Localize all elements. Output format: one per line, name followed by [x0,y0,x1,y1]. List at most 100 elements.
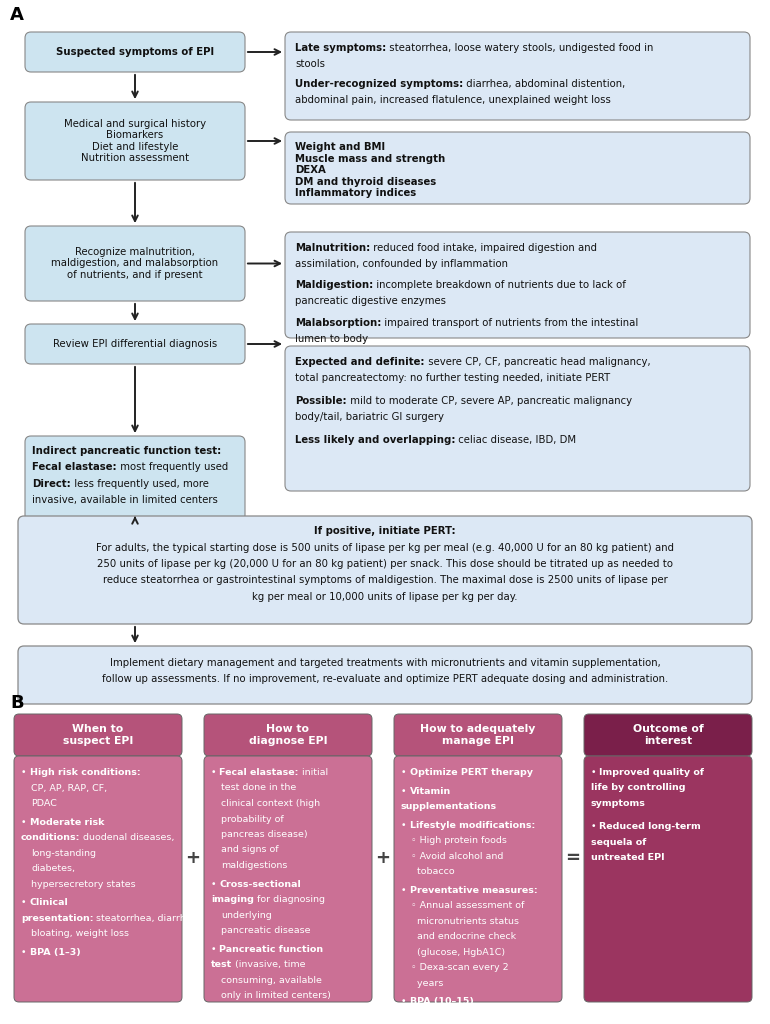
Text: BPA (4–9): BPA (4–9) [219,1010,270,1019]
FancyBboxPatch shape [25,32,245,72]
Text: symptoms: symptoms [591,799,646,808]
Text: =: = [565,849,581,867]
Text: assimilation, confounded by inflammation: assimilation, confounded by inflammation [295,259,508,269]
Text: High risk conditions:: High risk conditions: [29,768,140,777]
Text: steatorrhea, diarrhea,: steatorrhea, diarrhea, [93,913,201,923]
Text: micronutrients status: micronutrients status [411,916,519,926]
Text: Possible:: Possible: [295,396,346,406]
Text: Preventative measures:: Preventative measures: [410,886,537,895]
FancyBboxPatch shape [394,714,562,756]
Text: Malabsorption:: Malabsorption: [295,317,381,328]
FancyBboxPatch shape [14,756,182,1002]
Text: BPA (1–3): BPA (1–3) [29,948,80,956]
Text: Suspected symptoms of EPI: Suspected symptoms of EPI [56,47,214,57]
Text: pancreatic disease: pancreatic disease [221,926,310,935]
Text: sequela of: sequela of [591,838,646,847]
Text: only in limited centers): only in limited centers) [221,991,331,1000]
Text: •: • [211,1010,219,1019]
Text: Lifestyle modifications:: Lifestyle modifications: [410,820,534,829]
Text: mild to moderate CP, severe AP, pancreatic malignancy: mild to moderate CP, severe AP, pancreat… [346,396,631,406]
Text: Implement dietary management and targeted treatments with micronutrients and vit: Implement dietary management and targete… [109,658,661,668]
Text: +: + [376,849,390,867]
Text: A: A [10,6,24,24]
Text: and signs of: and signs of [221,846,279,854]
Text: Improved quality of: Improved quality of [600,768,705,777]
FancyBboxPatch shape [285,232,750,338]
Text: maldigestions: maldigestions [221,861,287,870]
Text: Fecal elastase:: Fecal elastase: [219,768,299,777]
Text: pancreas disease): pancreas disease) [221,830,308,839]
Text: Malnutrition:: Malnutrition: [295,243,370,253]
Text: •: • [21,817,29,826]
Text: long-standing: long-standing [31,849,96,858]
Text: steatorrhea, loose watery stools, undigested food in: steatorrhea, loose watery stools, undige… [387,43,654,53]
FancyBboxPatch shape [285,132,750,204]
Text: Review EPI differential diagnosis: Review EPI differential diagnosis [53,339,217,349]
FancyBboxPatch shape [285,32,750,120]
Text: consuming, available: consuming, available [221,976,322,985]
Text: Cross-sectional: Cross-sectional [219,880,301,889]
Text: Maldigestion:: Maldigestion: [295,281,373,290]
Text: PDAC: PDAC [31,799,57,808]
Text: •: • [591,822,600,831]
Text: Vitamin: Vitamin [410,786,450,796]
Text: •: • [211,945,219,953]
Text: and endocrine check: and endocrine check [411,932,516,941]
Text: Reduced long-term: Reduced long-term [600,822,701,831]
Text: kg per meal or 10,000 units of lipase per kg per day.: kg per meal or 10,000 units of lipase pe… [253,592,517,601]
Text: test done in the: test done in the [221,783,296,793]
Text: most frequently used: most frequently used [116,463,228,472]
Text: Pancreatic function: Pancreatic function [219,945,323,953]
Text: severe CP, CF, pancreatic head malignancy,: severe CP, CF, pancreatic head malignanc… [424,357,650,367]
Text: CP, AP, RAP, CF,: CP, AP, RAP, CF, [31,783,107,793]
Text: For adults, the typical starting dose is 500 units of lipase per kg per meal (e.: For adults, the typical starting dose is… [96,543,674,553]
Text: abdominal pain, increased flatulence, unexplained weight loss: abdominal pain, increased flatulence, un… [295,95,611,104]
Text: reduced food intake, impaired digestion and: reduced food intake, impaired digestion … [370,243,598,253]
Text: •: • [401,786,410,796]
Text: Less likely and overlapping:: Less likely and overlapping: [295,435,456,444]
Text: body/tail, bariatric GI surgery: body/tail, bariatric GI surgery [295,412,444,422]
Text: hypersecretory states: hypersecretory states [31,880,136,889]
Text: pancreatic digestive enzymes: pancreatic digestive enzymes [295,297,446,306]
Text: for diagnosing: for diagnosing [254,895,325,904]
Text: How to adequately
manage EPI: How to adequately manage EPI [420,724,536,745]
FancyBboxPatch shape [584,756,752,1002]
Text: •: • [211,768,219,777]
Text: tobacco: tobacco [411,867,454,877]
Text: clinical context (high: clinical context (high [221,799,320,808]
Text: +: + [186,849,200,867]
Text: Outcome of
interest: Outcome of interest [633,724,703,745]
FancyBboxPatch shape [14,714,182,756]
Text: conditions:: conditions: [21,834,80,842]
Text: Clinical: Clinical [29,898,69,907]
FancyBboxPatch shape [18,516,752,624]
Text: life by controlling: life by controlling [591,783,685,793]
FancyBboxPatch shape [285,346,750,490]
Text: Late symptoms:: Late symptoms: [295,43,387,53]
Text: When to
suspect EPI: When to suspect EPI [63,724,133,745]
FancyBboxPatch shape [25,226,245,301]
Text: probability of: probability of [221,814,284,823]
Text: supplementations: supplementations [401,802,497,811]
Text: stools: stools [295,59,325,70]
Text: •: • [21,948,29,956]
Text: 250 units of lipase per kg (20,000 U for an 80 kg patient) per snack. This dose : 250 units of lipase per kg (20,000 U for… [97,559,673,569]
FancyBboxPatch shape [18,646,752,705]
Text: presentation:: presentation: [21,913,93,923]
Text: untreated EPI: untreated EPI [591,853,665,862]
Text: How to
diagnose EPI: How to diagnose EPI [249,724,327,745]
Text: •: • [591,768,600,777]
FancyBboxPatch shape [25,436,245,521]
Text: •: • [211,880,219,889]
Text: ◦ High protein foods: ◦ High protein foods [411,837,507,845]
Text: •: • [401,768,410,777]
Text: Medical and surgical history
Biomarkers
Diet and lifestyle
Nutrition assessment: Medical and surgical history Biomarkers … [64,119,206,164]
Text: diarrhea, abdominal distention,: diarrhea, abdominal distention, [464,79,625,89]
Text: Direct:: Direct: [32,479,71,489]
Text: reduce steatorrhea or gastrointestinal symptoms of maldigestion. The maximal dos: reduce steatorrhea or gastrointestinal s… [102,575,668,586]
Text: Recognize malnutrition,
maldigestion, and malabsorption
of nutrients, and if pre: Recognize malnutrition, maldigestion, an… [52,247,219,281]
Text: •: • [21,768,29,777]
Text: BPA (10–15): BPA (10–15) [410,997,474,1007]
Text: celiac disease, IBD, DM: celiac disease, IBD, DM [456,435,577,444]
FancyBboxPatch shape [204,756,372,1002]
